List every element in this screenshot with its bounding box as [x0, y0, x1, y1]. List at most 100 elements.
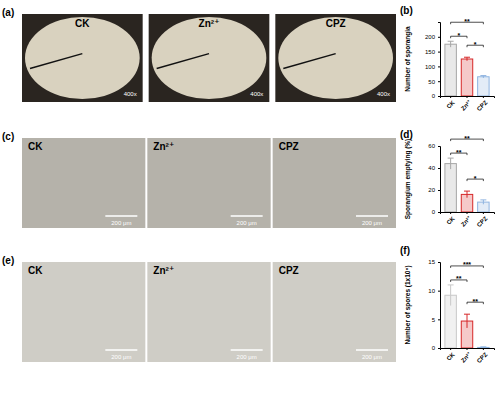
error-bar — [448, 41, 454, 47]
significance: **** — [451, 18, 484, 48]
tick-label: 150 — [425, 49, 436, 55]
tick-label: CPZ — [476, 351, 489, 364]
axis-line — [438, 147, 441, 213]
tick-label: 5 — [432, 317, 436, 323]
error-cap — [448, 41, 454, 42]
error-cap — [464, 57, 470, 58]
axis-line — [441, 349, 495, 351]
tick-label: CPZ — [476, 215, 489, 228]
tick-label: Zn²⁺ — [460, 215, 472, 227]
axis-line — [438, 23, 441, 97]
error-bar — [448, 285, 454, 306]
tick: 50 — [428, 79, 440, 85]
scale-label: 200 μm — [362, 354, 382, 360]
tick: 20 — [428, 187, 440, 193]
panel-title: CPZ — [279, 265, 299, 276]
tick-mark — [483, 96, 484, 98]
scale-bar — [356, 215, 388, 217]
axis-title: Number of spores (1x10⁶) — [404, 265, 412, 344]
magnification: 400x — [250, 91, 263, 97]
significance: ***** — [451, 135, 484, 182]
tick-label: 20 — [428, 187, 435, 193]
x-axis: CK Zn²⁺ CPZ — [441, 348, 495, 364]
error-bar — [464, 314, 470, 328]
panel-title: CK — [28, 141, 43, 152]
tick-label: 0 — [432, 345, 436, 351]
tick: CK — [445, 96, 456, 110]
axis-line — [441, 97, 495, 99]
significance-label: ** — [464, 18, 470, 25]
tick-mark — [450, 348, 451, 350]
tick-mark — [467, 348, 468, 350]
scale-bar — [105, 349, 137, 351]
tick-label: CK — [445, 99, 456, 110]
pointer — [157, 54, 209, 69]
photo — [149, 14, 270, 102]
tick: 0 — [432, 93, 440, 99]
image-panel: (e)CK200 μmZn²⁺200 μmCPZ200 μm — [2, 255, 396, 362]
tick-label: 40 — [428, 165, 435, 171]
significance-label: * — [474, 175, 477, 182]
panel-title: Zn²⁺ — [153, 141, 174, 152]
figure: (a)CK400xZn²⁺400xCPZ400x(c)CK200 μmZn²⁺2… — [0, 0, 500, 393]
scale-label: 200 μm — [111, 220, 131, 226]
photo-field — [278, 17, 393, 99]
error-cap — [480, 75, 486, 76]
photo — [22, 14, 143, 102]
tick: 100 — [425, 64, 440, 70]
bar — [445, 164, 456, 212]
axis-title: Number of sporangia — [404, 26, 412, 92]
error-bar — [464, 191, 470, 198]
tick-mark — [438, 66, 440, 67]
panel-label: (d) — [400, 129, 413, 140]
error-cap — [448, 284, 454, 285]
panel-label: (f) — [400, 245, 410, 256]
panel-title: CK — [75, 18, 90, 29]
tick-label: 0 — [432, 93, 436, 99]
axis-line — [441, 213, 495, 215]
error-line — [467, 191, 468, 198]
bar — [445, 44, 456, 96]
panel-title: Zn²⁺ — [199, 18, 220, 29]
error-line — [483, 200, 484, 204]
panel-title: CPZ — [326, 18, 346, 29]
tick: 0 — [432, 345, 440, 351]
tick-label: 0 — [432, 209, 436, 215]
photo — [273, 262, 396, 362]
tick-mark — [438, 262, 440, 263]
tick: 40 — [428, 165, 440, 171]
photo — [147, 138, 270, 228]
scale-bar — [231, 349, 263, 351]
photo — [147, 262, 270, 362]
scale-bar — [105, 215, 137, 217]
tick-label: 200 — [425, 34, 436, 40]
error-bar — [480, 76, 486, 78]
photo — [22, 138, 145, 228]
panel-label: (b) — [400, 5, 413, 16]
tick: 60 — [428, 143, 440, 149]
scale-bar — [356, 349, 388, 351]
tick-label: Zn²⁺ — [460, 351, 472, 363]
scale-label: 200 μm — [237, 354, 257, 360]
plot-area — [445, 158, 489, 212]
y-axis: 0 20 40 60 — [428, 143, 440, 215]
panel-label: (e) — [2, 255, 14, 266]
tick-mark — [450, 212, 451, 214]
tick: CK — [445, 212, 456, 226]
tick-label: CK — [445, 351, 456, 362]
y-axis: 0 50 100 150 200 — [425, 23, 441, 100]
pointer — [283, 54, 335, 69]
panel-title: CPZ — [279, 141, 299, 152]
photo-field — [25, 17, 140, 99]
error-bar — [480, 200, 486, 204]
bar — [478, 77, 489, 96]
error-cap — [480, 346, 486, 347]
significance-label: * — [474, 41, 477, 48]
photo — [273, 138, 396, 228]
tick-mark — [438, 37, 440, 38]
tick: CPZ — [476, 348, 489, 364]
significance: ******* — [451, 261, 484, 304]
scale-label: 200 μm — [237, 220, 257, 226]
bar — [478, 347, 489, 348]
tick-mark — [438, 291, 440, 292]
